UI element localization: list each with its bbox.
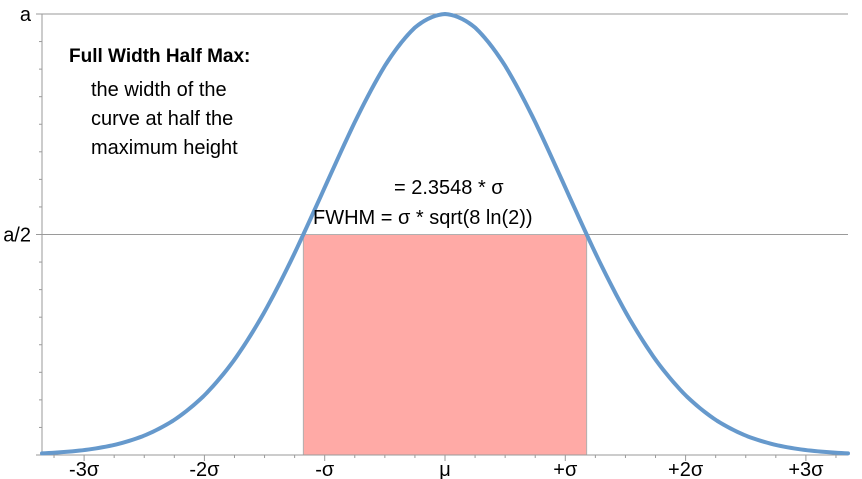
annotation-title: Full Width Half Max: (69, 46, 250, 67)
annotation-line-1: the width of the (91, 79, 227, 101)
x-tick-label-5: +2σ (668, 459, 704, 479)
x-tick-label-1: -2σ (189, 459, 220, 479)
x-tick-labels: -3σ -2σ -σ μ +σ +2σ +3σ (69, 459, 824, 479)
y-tick-label-1: a/2 (3, 225, 31, 247)
y-tick-labels: a a/2 (3, 4, 32, 247)
annotations: Full Width Half Max: the width of the cu… (69, 46, 533, 229)
x-tick-label-0: -3σ (69, 459, 100, 479)
x-tick-label-4: +σ (553, 459, 578, 479)
formula-value: = 2.3548 * σ (394, 177, 504, 199)
formula-definition: FWHM = σ * sqrt(8 ln(2)) (313, 207, 533, 229)
x-tick-label-6: +3σ (788, 459, 824, 479)
fwhm-shaded-region (302, 234, 588, 456)
annotation-line-2: curve at half the (91, 108, 233, 130)
gaussian-curve (40, 12, 850, 456)
axes (36, 13, 848, 461)
x-tick-label-2: -σ (315, 459, 335, 479)
y-tick-label-0: a (20, 4, 32, 26)
annotation-line-3: maximum height (91, 137, 238, 159)
x-tick-label-3: μ (439, 459, 451, 479)
